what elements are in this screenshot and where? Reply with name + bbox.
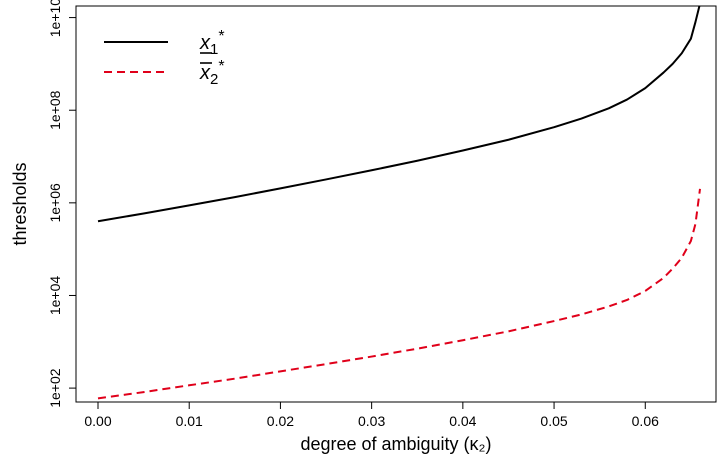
x-tick-label: 0.06	[632, 413, 659, 429]
y-tick-label: 1e+06	[47, 183, 63, 223]
y-axis: 1e+02 1e+04 1e+06 1e+08 1e+10	[47, 0, 76, 408]
x-tick-label: 0.01	[176, 413, 203, 429]
legend-label-1: x1*	[199, 28, 225, 58]
x-tick-label: 0.04	[449, 413, 476, 429]
x-tick-label: 0.02	[267, 413, 294, 429]
x-tick-label: 0.03	[358, 413, 385, 429]
legend: x1*x2*	[104, 28, 225, 88]
series-line-2	[97, 188, 701, 400]
x-axis-label: degree of ambiguity (κ₂)	[300, 434, 491, 454]
y-axis-label: thresholds	[10, 162, 30, 245]
y-tick-label: 1e+02	[47, 368, 63, 408]
y-tick-label: 1e+10	[47, 0, 63, 37]
y-tick-label: 1e+08	[47, 90, 63, 130]
legend-label-2: x2*	[199, 58, 225, 88]
x-axis: 0.00 0.01 0.02 0.03 0.04 0.05 0.06	[84, 402, 659, 429]
plot-frame	[75, 5, 717, 403]
x-tick-label: 0.05	[540, 413, 567, 429]
series-line-1	[97, 6, 701, 223]
y-tick-label: 1e+04	[47, 276, 63, 316]
series-layer	[97, 6, 701, 400]
x-tick-label: 0.00	[84, 413, 111, 429]
